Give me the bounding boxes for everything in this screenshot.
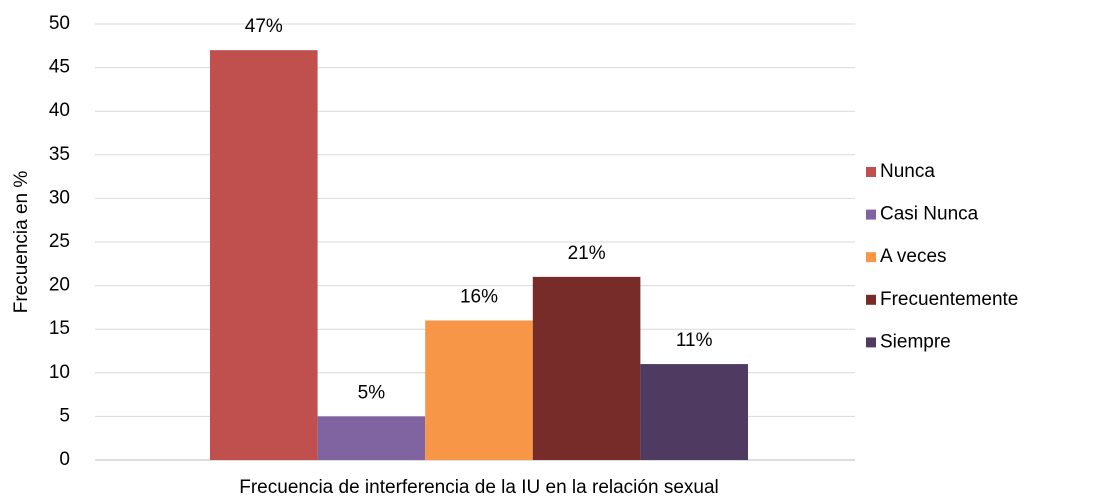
y-tick-label: 25 bbox=[49, 231, 70, 252]
bar bbox=[532, 276, 641, 460]
legend-label: Nunca bbox=[880, 161, 935, 182]
y-tick-label: 45 bbox=[49, 57, 70, 78]
bar bbox=[640, 364, 748, 460]
value-label: 47% bbox=[245, 16, 283, 37]
bar bbox=[210, 50, 318, 460]
value-label: 16% bbox=[460, 286, 498, 307]
y-tick-label: 35 bbox=[49, 144, 70, 165]
legend-swatch bbox=[866, 337, 876, 348]
legend-swatch bbox=[866, 167, 876, 177]
legend-label: Frecuentemente bbox=[880, 289, 1018, 310]
legend-label: Siempre bbox=[880, 331, 951, 352]
y-axis-label: Frecuencia en % bbox=[11, 171, 32, 314]
value-label: 5% bbox=[358, 382, 386, 403]
legend-swatch bbox=[866, 294, 876, 305]
bar bbox=[425, 320, 533, 460]
legend-label: Casi Nunca bbox=[880, 204, 979, 225]
y-tick-label: 15 bbox=[49, 318, 70, 339]
y-tick-label: 5 bbox=[59, 405, 70, 426]
value-label: 11% bbox=[676, 330, 713, 351]
y-tick-label: 30 bbox=[49, 187, 70, 208]
bar bbox=[317, 416, 426, 460]
y-tick-label: 0 bbox=[59, 449, 70, 470]
x-tick-label: Frecuencia de interferencia de la IU en … bbox=[239, 477, 719, 498]
y-tick-label: 40 bbox=[49, 100, 70, 121]
legend-label: A veces bbox=[880, 246, 947, 267]
y-tick-label: 10 bbox=[49, 362, 70, 383]
y-tick-label: 50 bbox=[49, 13, 70, 34]
y-tick-label: 20 bbox=[49, 275, 70, 296]
value-label: 21% bbox=[568, 243, 606, 264]
legend-swatch bbox=[866, 252, 876, 263]
legend-swatch bbox=[866, 209, 876, 220]
